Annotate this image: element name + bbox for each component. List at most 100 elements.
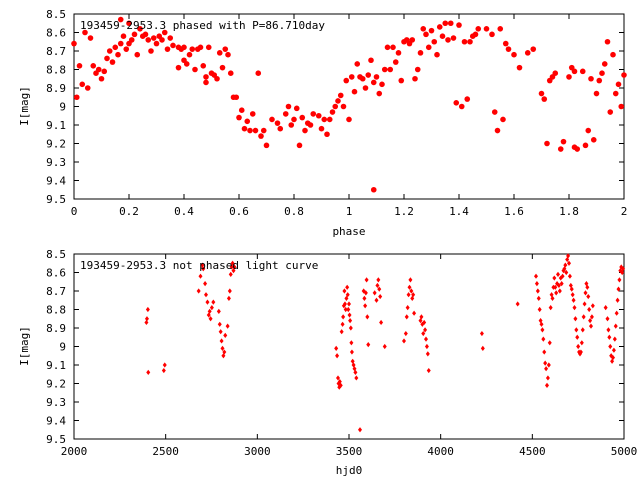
data-point	[296, 142, 303, 149]
data-point	[431, 38, 438, 45]
data-point	[209, 305, 214, 311]
data-point	[384, 44, 391, 51]
data-point	[299, 114, 306, 121]
data-point	[434, 51, 440, 58]
data-point	[408, 277, 413, 283]
data-point	[170, 42, 176, 49]
y-tick-label: 8.6	[46, 267, 66, 280]
y-tick-label: 8.5	[46, 8, 66, 21]
data-point	[596, 77, 603, 84]
data-point	[574, 146, 581, 152]
data-point	[223, 332, 228, 338]
data-point	[342, 301, 347, 307]
data-point	[335, 353, 340, 359]
data-point	[258, 133, 264, 139]
data-point	[472, 31, 479, 38]
data-point	[447, 20, 454, 27]
phased-light-curve-panel: 0 0.2 0.4 0.6 0.8 1 1.2 1.4 1.6 1.8 2 8.5 8.6 8.7 8.8…	[18, 8, 627, 238]
data-point	[339, 329, 344, 335]
x-tick-label: 4500	[519, 445, 546, 458]
data-point	[205, 44, 212, 51]
data-point	[222, 349, 227, 355]
x-tick-label: 4000	[427, 445, 454, 458]
data-point	[423, 327, 428, 333]
data-point	[445, 37, 451, 43]
data-point	[142, 31, 149, 38]
x-tick-label: 3500	[336, 445, 363, 458]
data-point	[192, 66, 198, 73]
x-axis-label: hjd0	[336, 464, 363, 477]
x-tick-label: 1.4	[449, 205, 469, 218]
data-point	[205, 299, 210, 305]
data-point	[621, 72, 627, 78]
data-point	[338, 382, 343, 388]
data-point	[610, 51, 616, 58]
data-point	[145, 37, 152, 43]
data-point	[575, 334, 580, 340]
data-point	[607, 334, 612, 340]
data-point	[204, 292, 208, 298]
data-point	[489, 31, 495, 38]
data-point	[615, 297, 620, 303]
data-point	[587, 306, 592, 313]
x-tick-label: 1	[346, 205, 353, 218]
data-point	[197, 44, 204, 51]
data-point	[542, 349, 547, 355]
data-point	[370, 186, 377, 193]
data-point	[556, 271, 560, 277]
data-point	[589, 323, 593, 329]
data-point	[368, 57, 374, 64]
data-point	[144, 316, 149, 322]
data-point	[226, 295, 231, 301]
data-point	[324, 131, 330, 138]
data-point	[407, 284, 412, 290]
data-point	[362, 295, 367, 301]
data-point	[200, 63, 207, 69]
data-point	[590, 137, 597, 143]
data-point	[593, 90, 600, 97]
data-point	[219, 64, 226, 71]
data-point	[436, 24, 443, 30]
data-point	[456, 22, 462, 28]
data-point	[403, 330, 408, 337]
data-point	[578, 349, 583, 355]
data-point	[211, 299, 216, 305]
data-point	[582, 301, 587, 307]
data-point	[203, 74, 209, 80]
data-point	[541, 336, 546, 342]
x-tick-label: 2000	[61, 445, 88, 458]
data-point	[315, 112, 322, 119]
data-point	[603, 305, 608, 311]
data-point	[349, 340, 354, 346]
data-point	[123, 46, 130, 52]
x-tick-labels: 2000 2500 3000 3500 4000 4500 5000	[61, 445, 638, 458]
data-point	[337, 92, 344, 99]
data-point	[208, 316, 213, 322]
data-point	[318, 125, 325, 132]
data-point	[543, 360, 548, 366]
data-point	[216, 308, 221, 314]
data-point	[120, 33, 127, 39]
data-point	[225, 323, 230, 329]
data-point	[344, 295, 349, 301]
data-point	[219, 338, 224, 344]
data-point	[230, 260, 235, 266]
data-point	[363, 303, 368, 309]
data-point	[612, 90, 619, 97]
data-point	[229, 264, 234, 270]
data-point	[421, 330, 426, 337]
data-point	[491, 109, 498, 115]
data-point	[585, 127, 592, 134]
data-point	[337, 384, 342, 390]
data-point	[225, 51, 231, 58]
data-point	[84, 85, 91, 91]
data-point	[502, 40, 509, 47]
data-point	[148, 48, 154, 54]
data-point	[282, 111, 289, 117]
data-point	[617, 277, 622, 283]
unphased-light-curve-panel: 2000 2500 3000 3500 4000 4500 5000 8.58.68.78.…	[18, 248, 637, 477]
data-point	[534, 281, 539, 287]
data-point	[373, 74, 380, 80]
data-point	[87, 35, 94, 41]
